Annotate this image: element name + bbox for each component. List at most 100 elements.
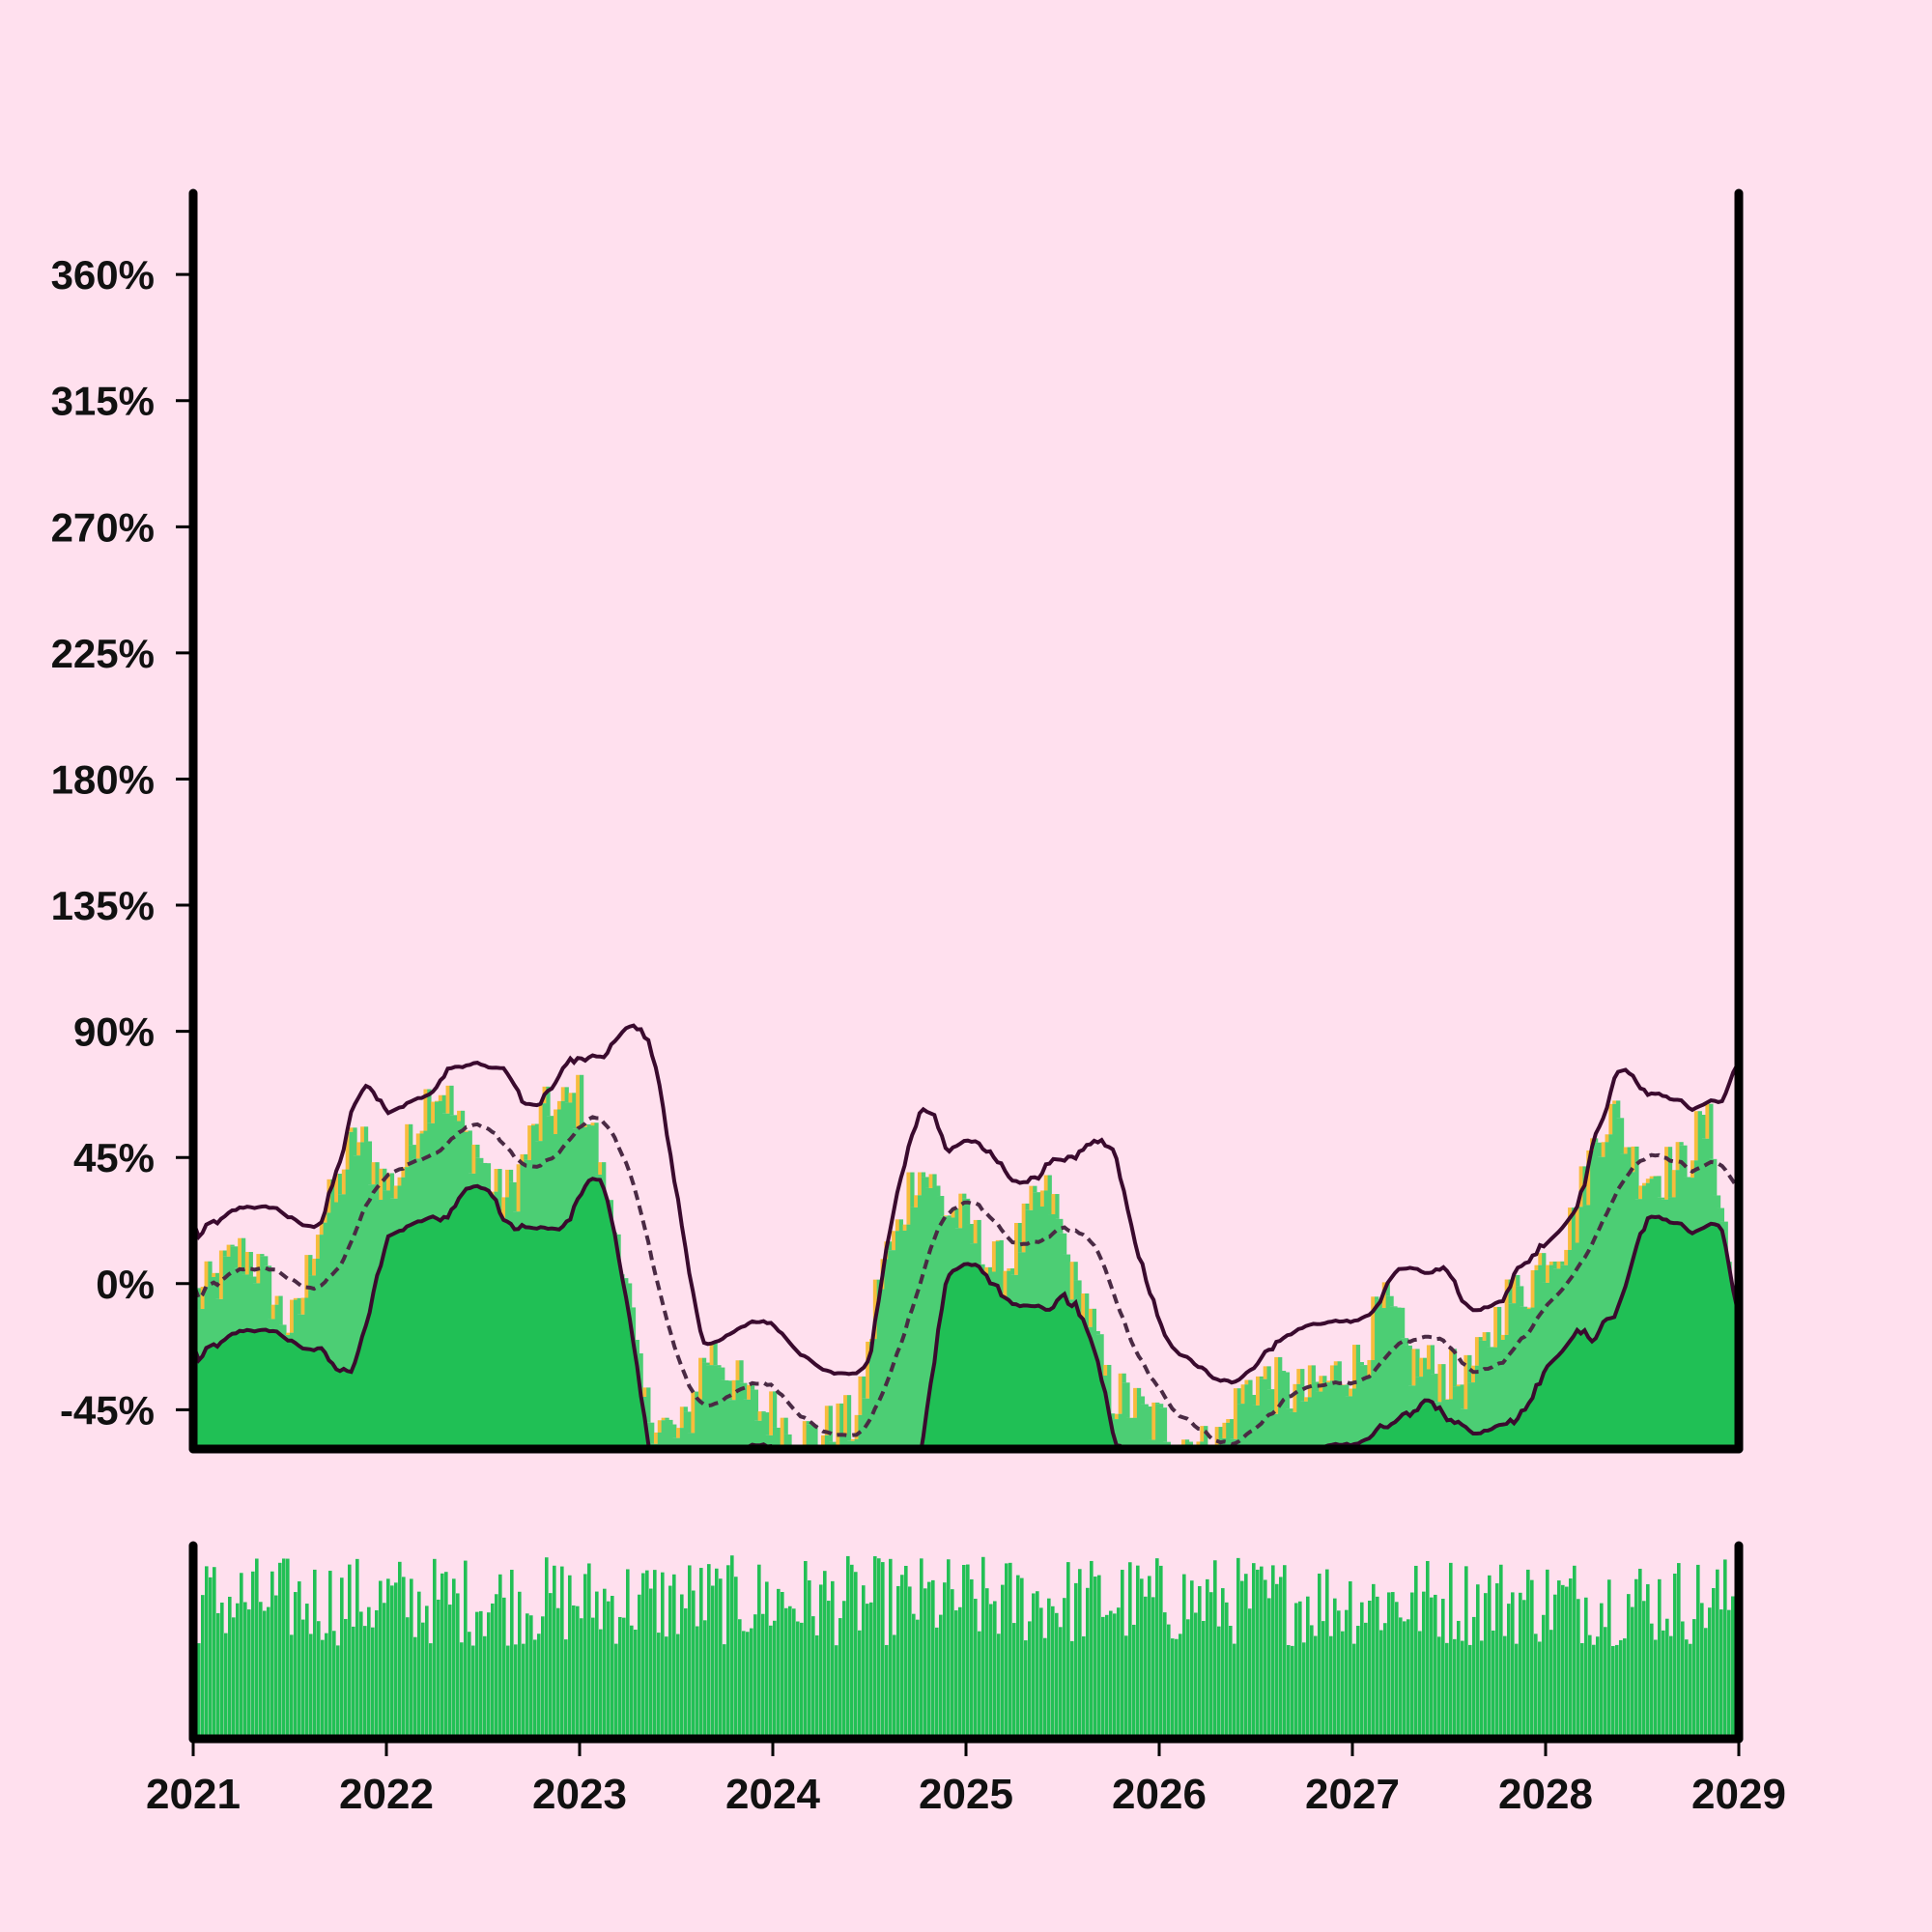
candle [1504,1279,1509,1335]
candle [315,1235,321,1259]
candle [1184,1439,1190,1442]
candle [1701,1115,1706,1139]
candle-body [1471,1382,1476,1449]
volume-bar [232,1617,236,1739]
volume-bar [1155,1558,1159,1739]
volume-bar [278,1562,282,1739]
candle [1605,1134,1609,1143]
candle [932,1174,937,1186]
volume-bar [962,1564,966,1739]
candle [747,1384,752,1400]
candle [850,1438,856,1441]
candle-body [888,1250,893,1449]
volume-bar [711,1585,715,1739]
volume-bar [993,1601,997,1739]
candle [705,1362,711,1366]
volume-bar [943,1582,947,1739]
candle-body [1582,1205,1587,1449]
volume-bar [1086,1587,1090,1739]
candle [293,1297,298,1300]
volume-bar [935,1627,939,1739]
candle-body [334,1202,339,1449]
candle [999,1239,1004,1298]
volume-bar [255,1558,259,1739]
candle [940,1196,945,1217]
volume-bar [1519,1592,1522,1739]
candle [1359,1362,1364,1366]
volume-bar [1032,1593,1036,1739]
candle [524,1153,528,1160]
candle [1118,1373,1122,1414]
candle [445,1085,450,1114]
volume-bar [1484,1593,1488,1739]
y-tick-label: 135% [51,883,155,928]
candle-body [1542,1282,1547,1449]
volume-bar [556,1607,560,1739]
candle [1493,1306,1498,1348]
candle [590,1122,595,1126]
candle [676,1428,681,1438]
candle [297,1297,301,1315]
volume-bar [522,1643,526,1739]
candle [1051,1194,1056,1215]
candle [580,1074,584,1127]
volume-bar [688,1565,692,1739]
candle-body [1522,1309,1528,1449]
volume-bar [1020,1577,1024,1739]
price-plot-area [193,1023,1739,1449]
candle [582,1123,588,1127]
candle [1508,1279,1513,1304]
candle [520,1153,525,1165]
volume-bar [1727,1609,1731,1739]
candle [739,1360,744,1383]
volume-bar [1476,1584,1480,1739]
candle [1200,1426,1205,1442]
volume-bar [1148,1576,1151,1739]
volume-bar [904,1565,908,1739]
candle [274,1295,279,1305]
candle-body [1363,1376,1368,1449]
candle-body [1616,1118,1621,1449]
candle [906,1172,911,1225]
candle [1088,1308,1094,1327]
volume-bar [1043,1637,1047,1739]
candle-body [872,1339,878,1449]
panel-frames [188,188,1744,1744]
candle [244,1251,250,1275]
volume-bar [703,1620,707,1739]
candle [415,1133,421,1159]
volume-bar [1314,1635,1318,1739]
candle-body [1136,1396,1142,1449]
volume-bar [228,1596,232,1739]
volume-bar [1449,1562,1453,1739]
candle [1713,1158,1718,1196]
candle [1616,1100,1621,1119]
candle [212,1272,216,1277]
candle [1716,1195,1721,1208]
candle [936,1185,941,1197]
candle-body [869,1341,874,1449]
candle-body [1226,1422,1231,1449]
candle [1043,1175,1049,1191]
candle [386,1173,391,1191]
candle [713,1342,718,1366]
candle [773,1391,778,1428]
candle [200,1287,205,1310]
volume-bar [1202,1621,1206,1739]
candle [260,1254,265,1257]
volume-bar [626,1569,630,1739]
candle [1497,1306,1502,1340]
candle [1345,1384,1350,1397]
candle [895,1219,900,1232]
candle [757,1411,762,1421]
volume-bar [835,1645,838,1739]
volume-bar [1059,1627,1063,1739]
volume-bar [309,1634,313,1739]
candle [356,1142,361,1156]
volume-bar [1264,1579,1267,1739]
volume-bar [553,1565,556,1739]
candle [1690,1160,1695,1179]
candle [516,1164,521,1212]
volume-bar [394,1582,398,1739]
candle [1389,1295,1394,1307]
